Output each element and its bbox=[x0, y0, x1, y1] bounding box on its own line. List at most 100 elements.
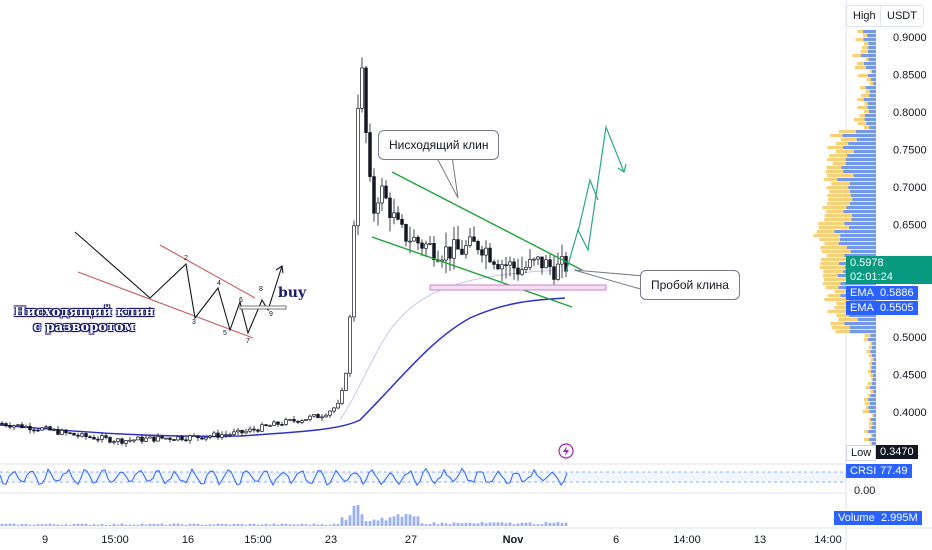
volume-bar bbox=[504, 523, 508, 526]
vp-bar-down bbox=[836, 302, 849, 306]
volume-bar bbox=[292, 524, 296, 526]
vp-bar-down bbox=[864, 110, 869, 114]
scale-mode-button[interactable]: High bbox=[846, 5, 883, 27]
volume-bar bbox=[132, 524, 136, 526]
vp-bar-down bbox=[869, 82, 874, 86]
vp-bar-up bbox=[857, 318, 876, 322]
vp-bar-down bbox=[864, 102, 868, 106]
time-tick-label: Nov bbox=[503, 534, 525, 546]
candle-body bbox=[420, 242, 424, 249]
volume-bar bbox=[484, 523, 488, 526]
candle-body bbox=[64, 429, 68, 434]
last-price-tag: 0.5978 bbox=[846, 256, 932, 270]
volume-bar bbox=[144, 524, 148, 526]
volume-bar bbox=[396, 514, 400, 526]
candle-body bbox=[32, 429, 36, 432]
candle-body bbox=[252, 428, 256, 431]
volume-bar bbox=[508, 522, 512, 526]
volume-bar bbox=[240, 523, 244, 526]
vp-bar-down bbox=[864, 398, 869, 402]
vp-bar-up bbox=[842, 146, 876, 150]
volume-bar bbox=[228, 524, 232, 526]
vp-bar-down bbox=[822, 282, 841, 286]
candle-body bbox=[392, 212, 396, 218]
vp-bar-down bbox=[859, 86, 866, 90]
candle-body bbox=[468, 236, 472, 246]
volume-bar bbox=[408, 514, 412, 526]
candle-body bbox=[256, 429, 260, 432]
volume-bar bbox=[236, 524, 240, 526]
wave-number: 8 bbox=[259, 286, 263, 293]
volume-bar bbox=[480, 522, 484, 526]
wedge-upper-line bbox=[391, 171, 583, 271]
vp-bar-down bbox=[825, 170, 844, 174]
volume-bar bbox=[564, 522, 568, 526]
projection-path bbox=[565, 124, 625, 273]
candle-body bbox=[264, 424, 268, 427]
candle-body bbox=[396, 212, 400, 220]
volume-bar bbox=[436, 524, 440, 526]
candle-body bbox=[136, 436, 140, 441]
vp-bar-up bbox=[848, 226, 876, 230]
vp-bar-down bbox=[840, 138, 857, 142]
candle-body bbox=[352, 225, 356, 318]
volume-bar bbox=[364, 521, 368, 526]
schematic-title: Нисходящий клин с разворотом bbox=[14, 305, 154, 335]
vp-bar-down bbox=[870, 358, 874, 362]
candle-body bbox=[212, 432, 216, 437]
vp-bar-up bbox=[867, 34, 876, 38]
candle-body bbox=[92, 437, 96, 440]
volume-bar bbox=[220, 523, 224, 526]
vp-bar-up bbox=[853, 150, 876, 154]
price-tick-label: 0.6500 bbox=[893, 220, 927, 232]
vp-bar-down bbox=[830, 322, 845, 326]
candle-body bbox=[344, 372, 348, 391]
volume-bar bbox=[20, 523, 24, 526]
candle-body bbox=[508, 261, 512, 266]
candle-body bbox=[164, 437, 168, 440]
vp-bar-up bbox=[870, 78, 876, 82]
candle-body bbox=[60, 429, 64, 435]
vp-bar-down bbox=[824, 242, 839, 246]
breakout-callout[interactable]: Пробой клина bbox=[640, 270, 740, 300]
vp-bar-up bbox=[873, 82, 876, 86]
vp-bar-up bbox=[869, 402, 876, 406]
time-tick-label: 27 bbox=[405, 534, 417, 546]
countdown-tag: 02:01:24 bbox=[846, 270, 932, 284]
support-zone bbox=[429, 284, 607, 291]
candle-body bbox=[552, 266, 556, 280]
volume-bar bbox=[68, 524, 72, 526]
volume-bar bbox=[8, 523, 12, 526]
vp-bar-up bbox=[848, 186, 876, 190]
candle-body bbox=[416, 236, 420, 244]
vp-bar-up bbox=[838, 242, 876, 246]
vp-bar-down bbox=[856, 62, 864, 66]
volume-bar bbox=[4, 523, 8, 526]
vp-bar-down bbox=[835, 150, 854, 154]
candle-body bbox=[244, 430, 248, 434]
candle-body bbox=[88, 436, 92, 439]
candle-body bbox=[512, 261, 516, 269]
vp-bar-up bbox=[850, 250, 876, 254]
volume-bar bbox=[284, 523, 288, 526]
vp-bar-up bbox=[869, 90, 876, 94]
volume-bar bbox=[556, 522, 560, 526]
time-tick-label: 9 bbox=[42, 534, 48, 546]
currency-button[interactable]: USDT bbox=[880, 5, 924, 27]
vp-bar-up bbox=[845, 162, 876, 166]
volume-bar bbox=[0, 523, 4, 526]
vp-bar-up bbox=[844, 322, 876, 326]
vp-bar-down bbox=[821, 258, 849, 262]
volume-bar bbox=[560, 523, 564, 526]
vp-bar-down bbox=[869, 70, 872, 74]
wedge-callout[interactable]: Нисходящий клин bbox=[378, 130, 500, 160]
volume-bar bbox=[272, 523, 276, 526]
candle-body bbox=[496, 264, 500, 270]
vp-bar-up bbox=[852, 198, 876, 202]
volume-bar bbox=[216, 523, 220, 526]
vp-bar-up bbox=[873, 414, 876, 418]
volume-bar bbox=[340, 517, 344, 526]
vp-bar-up bbox=[839, 238, 876, 242]
volume-bar bbox=[296, 524, 300, 526]
